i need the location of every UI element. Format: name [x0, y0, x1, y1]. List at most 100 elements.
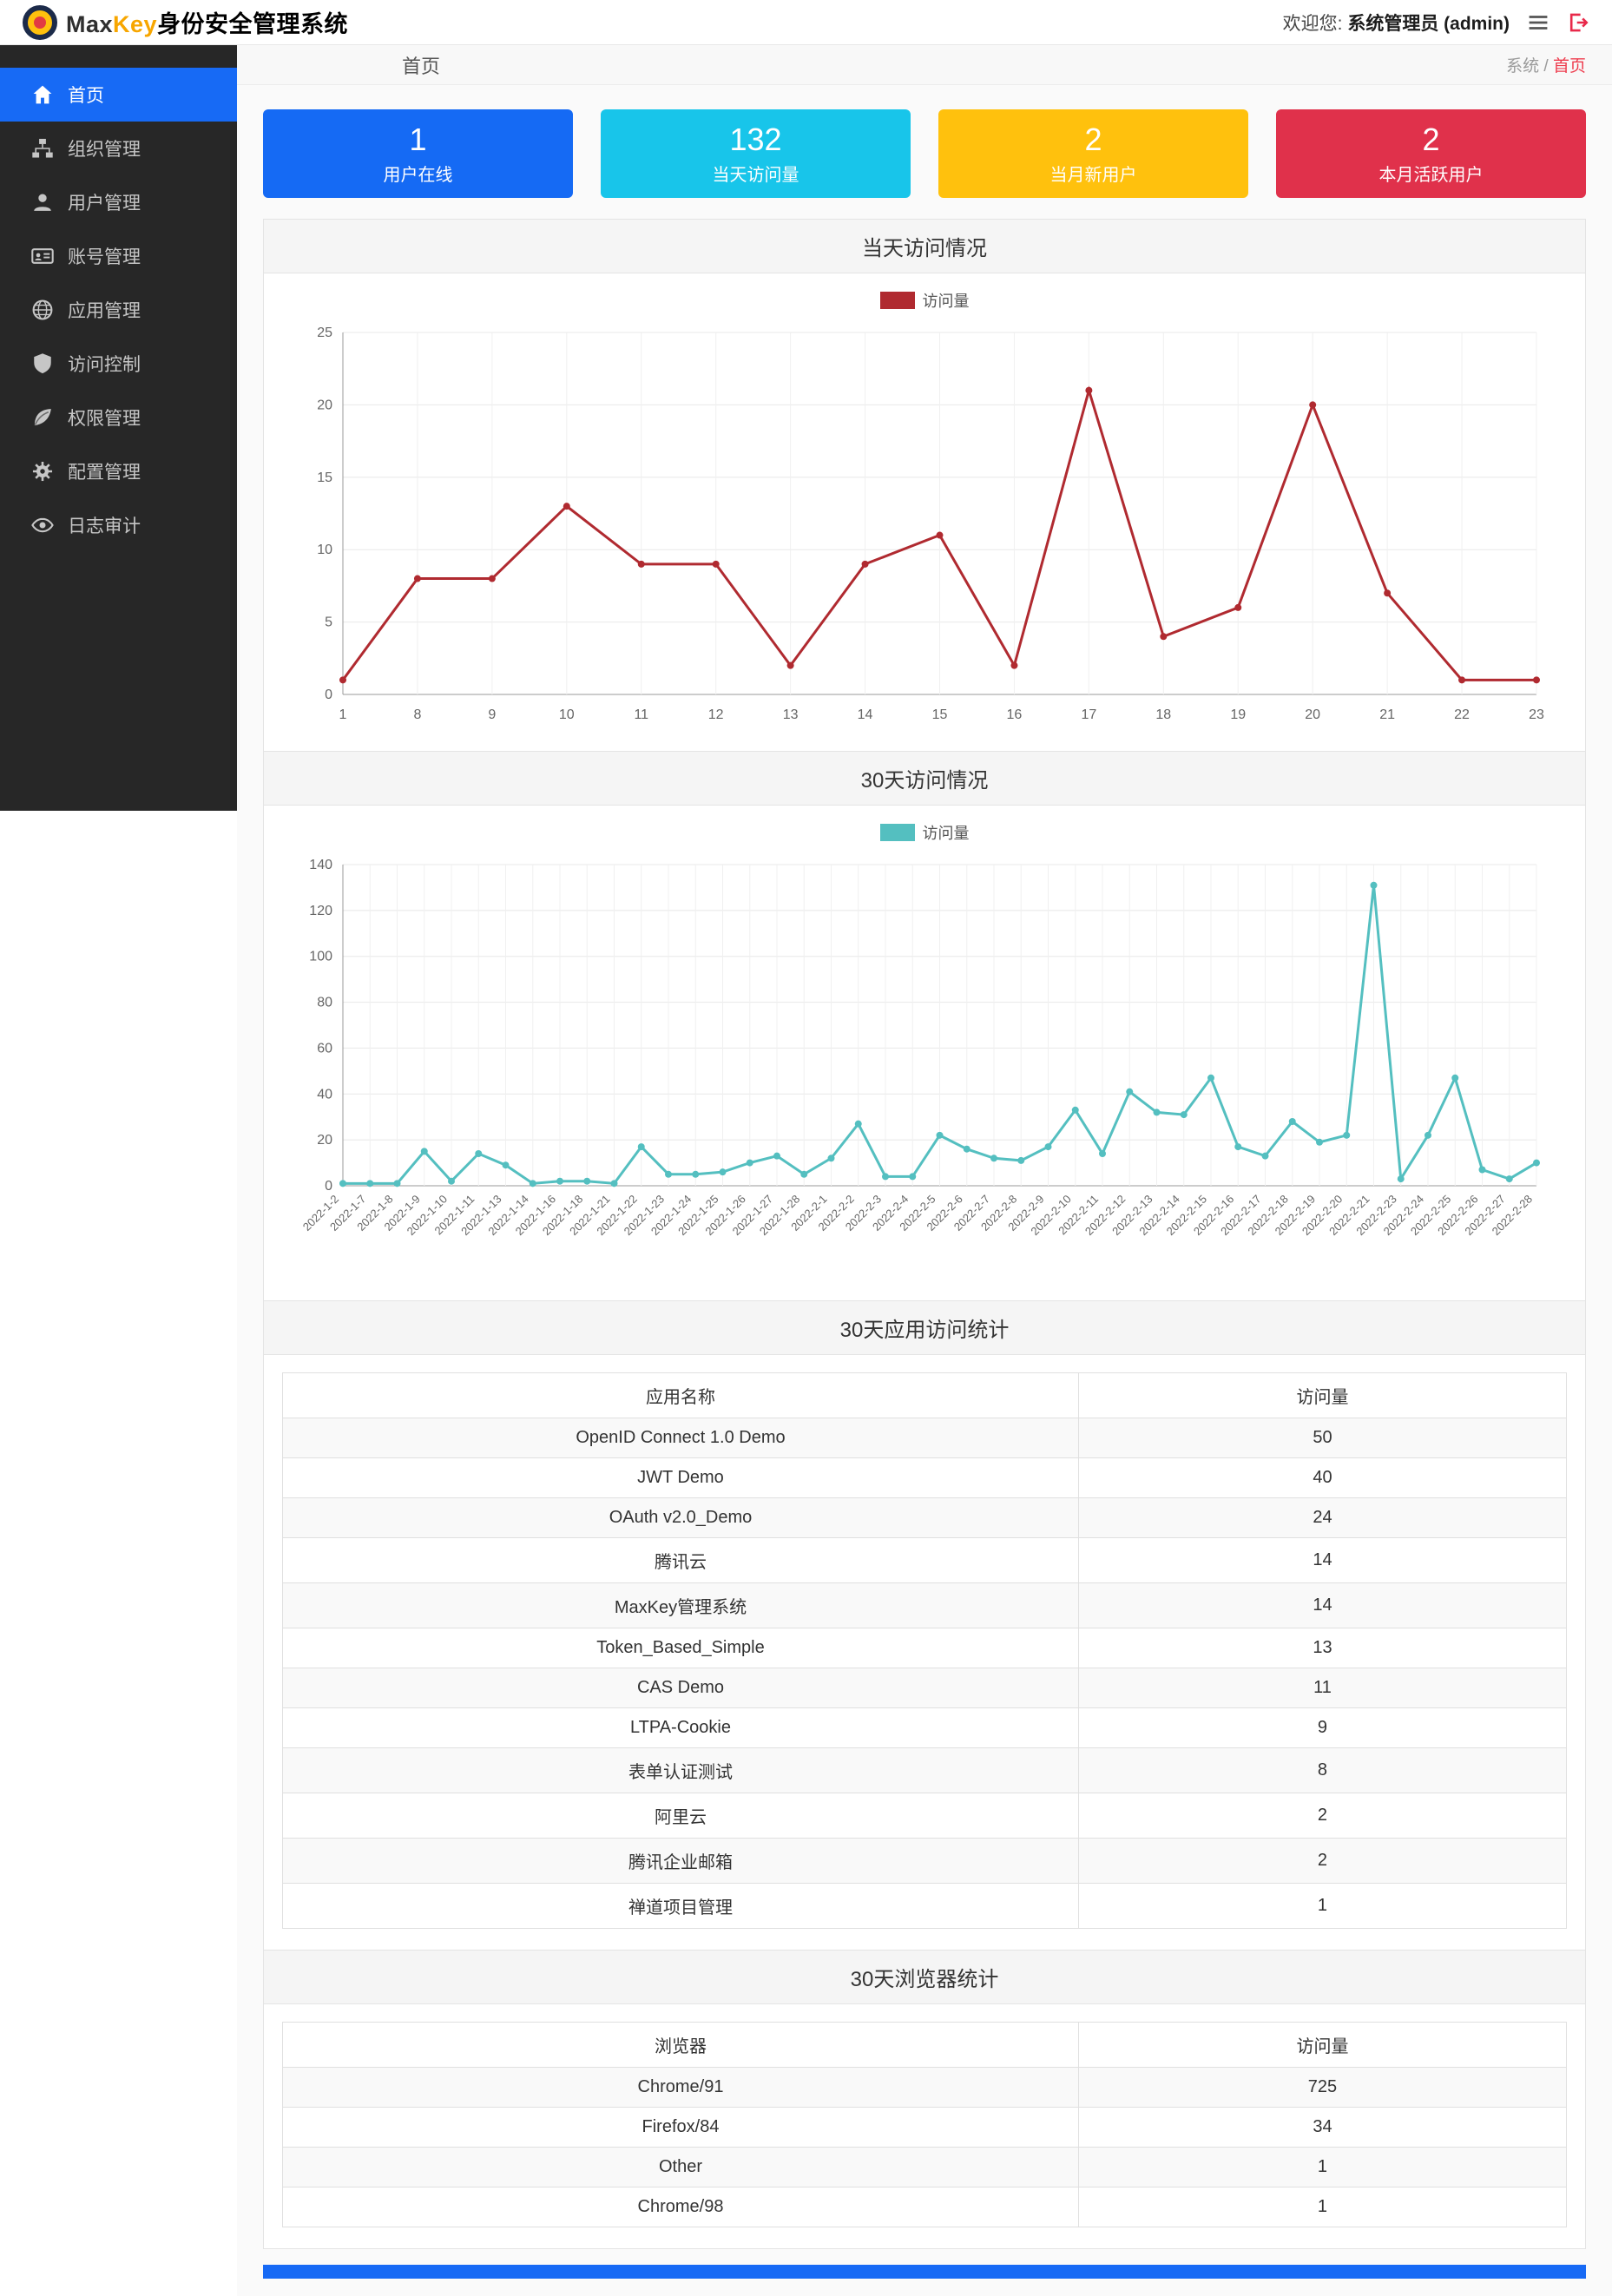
table-cell: 40: [1077, 1457, 1568, 1498]
sidebar-item-label: 访问控制: [68, 355, 141, 375]
svg-text:13: 13: [783, 707, 799, 722]
app-stats-panel: 30天应用访问统计 应用名称 访问量 OpenID Connect 1.0 Demo…: [263, 1301, 1586, 1951]
breadcrumb-path: 系统 / 首页: [1506, 53, 1586, 76]
main-area: 首页 系统 / 首页 1 用户在线 132 当天访问量 2 当月新用户 2 本月活跃用户 当天…: [237, 45, 1612, 2296]
table-cell: 13: [1077, 1628, 1568, 1668]
stat-value: 132: [729, 122, 782, 158]
table-cell: 8: [1077, 1747, 1568, 1793]
sidebar-item-2[interactable]: 用户管理: [0, 175, 237, 229]
brand-part-suffix: 身份安全管理系统: [157, 11, 349, 37]
legend-label-monthly[interactable]: 访问量: [922, 825, 970, 842]
table-row: OpenID Connect 1.0 Demo 50: [282, 1418, 1568, 1458]
sidebar-item-label: 组织管理: [68, 140, 141, 160]
cogs-icon: [31, 460, 54, 483]
table-cell: 14: [1077, 1537, 1568, 1583]
sidebar-item-3[interactable]: 账号管理: [0, 229, 237, 283]
svg-text:15: 15: [932, 707, 948, 722]
sidebar-nav: 首页组织管理用户管理 账号管理 应用管理访问控制权限管理配置管理日志审计: [0, 45, 237, 811]
table-row: 腾讯企业邮箱 2: [282, 1838, 1568, 1884]
table-row: LTPA-Cookie 9: [282, 1707, 1568, 1748]
table-cell: Chrome/91: [282, 2067, 1079, 2108]
svg-text:23: 23: [1529, 707, 1544, 722]
table-cell: 阿里云: [282, 1793, 1079, 1839]
browser-stats-table: 浏览器 访问量 Chrome/91 725 Firefox/84 34 Other 1 Chro…: [282, 2022, 1568, 2227]
svg-text:10: 10: [317, 543, 332, 557]
daily-visits-legend: 访问量: [273, 286, 1576, 317]
table-cell: Firefox/84: [282, 2107, 1079, 2148]
sidebar-item-label: 配置管理: [68, 463, 141, 483]
legend-label-daily[interactable]: 访问量: [922, 293, 970, 310]
breadcrumb-current[interactable]: 首页: [1552, 57, 1586, 76]
table-row: 禅道项目管理 1: [282, 1883, 1568, 1929]
stat-card-2: 2 当月新用户: [938, 109, 1248, 198]
table-cell: 24: [1077, 1497, 1568, 1538]
table-cell: 9: [1077, 1707, 1568, 1748]
table-cell: 50: [1077, 1418, 1568, 1458]
table-cell: 腾讯云: [282, 1537, 1079, 1583]
sidebar-item-0[interactable]: 首页: [0, 68, 237, 122]
sitemap-icon: [31, 137, 54, 160]
table-cell: Other: [282, 2147, 1079, 2187]
shield-icon: [31, 352, 54, 375]
svg-text:11: 11: [634, 707, 648, 722]
welcome-text: 欢迎您: 系统管理员 (admin): [1283, 10, 1510, 36]
sidebar-item-5[interactable]: 访问控制: [0, 337, 237, 391]
table-cell: OpenID Connect 1.0 Demo: [282, 1418, 1079, 1458]
column-header: 应用名称: [282, 1372, 1079, 1418]
svg-text:40: 40: [317, 1087, 332, 1102]
svg-text:20: 20: [317, 1133, 332, 1148]
table-cell: 腾讯企业邮箱: [282, 1838, 1079, 1884]
sidebar-item-1[interactable]: 组织管理: [0, 122, 237, 175]
browser-stats-body: 浏览器 访问量 Chrome/91 725 Firefox/84 34 Other 1 Chro…: [264, 2004, 1585, 2248]
svg-text:60: 60: [317, 1041, 332, 1056]
svg-text:8: 8: [413, 707, 421, 722]
table-cell: 2: [1077, 1793, 1568, 1839]
svg-text:17: 17: [1081, 707, 1096, 722]
sidebar: 首页组织管理用户管理 账号管理 应用管理访问控制权限管理配置管理日志审计: [0, 45, 237, 2296]
table-cell: 禅道项目管理: [282, 1883, 1079, 1929]
svg-text:1: 1: [339, 707, 347, 722]
monthly-visits-title: 30天访问情况: [264, 752, 1585, 806]
sidebar-item-4[interactable]: 应用管理: [0, 283, 237, 337]
table-row: Chrome/91 725: [282, 2067, 1568, 2108]
table-header-row: 应用名称 访问量: [282, 1372, 1568, 1418]
brand: MaxKey身份安全管理系统: [23, 4, 349, 40]
stat-value: 2: [1084, 122, 1102, 158]
svg-text:0: 0: [325, 1179, 332, 1194]
daily-visits-body: 访问量 0 5 10 15 20 25 1 8 9 10 11 12 13 14 15 16 17 18 19 20 2…: [264, 273, 1585, 751]
top-header: MaxKey身份安全管理系统 欢迎您: 系统管理员 (admin): [0, 0, 1612, 45]
header-actions: 欢迎您: 系统管理员 (admin): [1283, 10, 1589, 36]
table-cell: MaxKey管理系统: [282, 1582, 1079, 1628]
monthly-visits-panel: 30天访问情况 访问量 0 20 40 60 80 100 120 140 2022-1-2 20…: [263, 752, 1586, 1301]
svg-text:18: 18: [1155, 707, 1171, 722]
stat-value: 1: [409, 122, 427, 158]
svg-text:16: 16: [1007, 707, 1023, 722]
sidebar-item-8[interactable]: 日志审计: [0, 498, 237, 552]
svg-text:22: 22: [1454, 707, 1470, 722]
svg-text:80: 80: [317, 996, 332, 1010]
table-row: 腾讯云 14: [282, 1537, 1568, 1583]
svg-text:12: 12: [708, 707, 724, 722]
table-cell: CAS Demo: [282, 1668, 1079, 1708]
legend-swatch-monthly[interactable]: [879, 824, 915, 841]
sidebar-item-6[interactable]: 权限管理: [0, 391, 237, 444]
stat-card-3: 2 本月活跃用户: [1276, 109, 1586, 198]
breadcrumb-section[interactable]: 系统: [1506, 57, 1540, 76]
daily-visits-title: 当天访问情况: [264, 220, 1585, 273]
svg-text:25: 25: [317, 326, 332, 340]
welcome-user: 系统管理员 (admin): [1347, 13, 1510, 34]
table-row: 阿里云 2: [282, 1793, 1568, 1839]
sidebar-item-7[interactable]: 配置管理: [0, 444, 237, 498]
table-row: CAS Demo 11: [282, 1668, 1568, 1708]
table-cell: 34: [1077, 2107, 1568, 2148]
svg-text:14: 14: [858, 707, 873, 722]
stat-label: 本月活跃用户: [1378, 165, 1484, 185]
svg-text:10: 10: [559, 707, 575, 722]
menu-icon[interactable]: [1527, 11, 1549, 34]
page-layout: 首页组织管理用户管理 账号管理 应用管理访问控制权限管理配置管理日志审计 首页 系统…: [0, 45, 1612, 2296]
leaf-icon: [31, 406, 54, 429]
svg-text:0: 0: [325, 687, 332, 702]
legend-swatch-daily[interactable]: [879, 292, 915, 309]
stat-label: 当天访问量: [712, 165, 799, 185]
logout-icon[interactable]: [1567, 11, 1589, 34]
